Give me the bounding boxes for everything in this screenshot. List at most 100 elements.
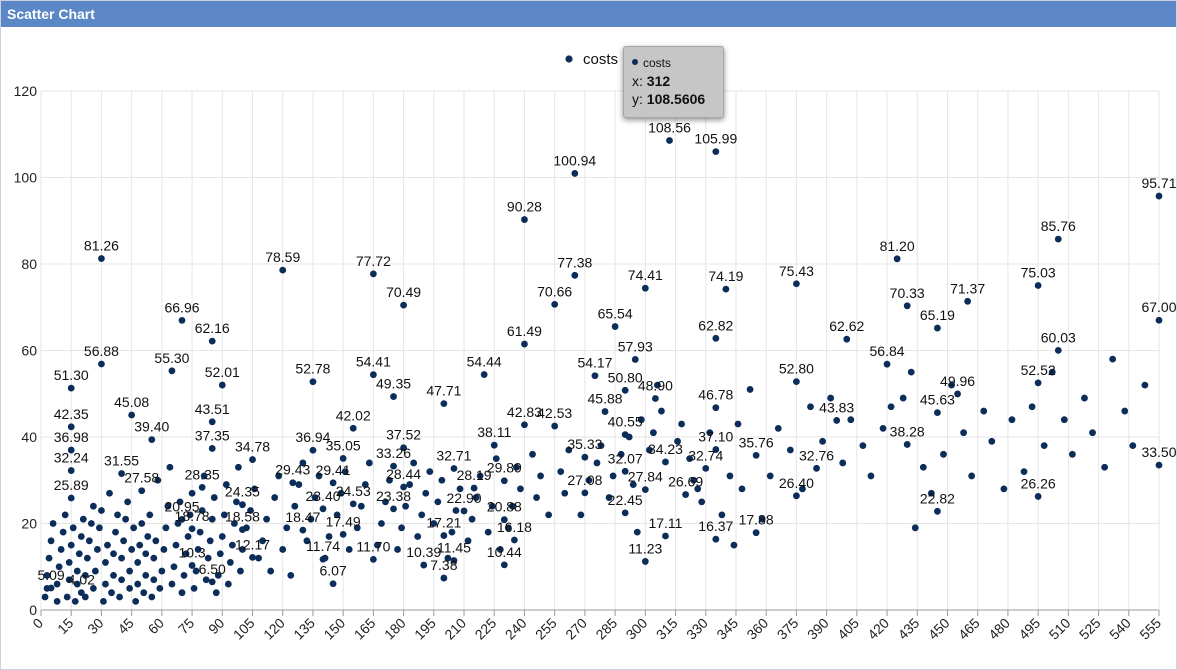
data-point[interactable] [349, 500, 357, 508]
data-point[interactable] [1068, 450, 1076, 458]
data-point[interactable] [682, 491, 690, 498]
data-point[interactable] [120, 537, 127, 545]
data-point[interactable] [712, 148, 720, 155]
data-point[interactable] [200, 472, 208, 480]
data-point[interactable] [450, 465, 458, 472]
data-point[interactable] [110, 550, 117, 558]
data-point[interactable] [402, 502, 410, 510]
data-point[interactable] [712, 535, 720, 543]
data-point[interactable] [49, 520, 57, 527]
data-point[interactable] [1000, 485, 1008, 493]
data-point[interactable] [919, 463, 927, 471]
data-point[interactable] [57, 546, 65, 553]
data-point[interactable] [73, 567, 81, 575]
data-point[interactable] [237, 567, 244, 575]
data-point[interactable] [148, 593, 156, 601]
data-point[interactable] [786, 446, 794, 454]
data-point[interactable] [299, 526, 307, 534]
data-point[interactable] [222, 481, 230, 488]
data-point[interactable] [406, 481, 414, 488]
data-point[interactable] [813, 464, 820, 472]
data-point[interactable] [299, 459, 307, 467]
data-point[interactable] [1054, 346, 1062, 354]
data-point[interactable] [295, 481, 303, 488]
data-point[interactable] [641, 558, 649, 565]
data-point[interactable] [170, 563, 178, 571]
data-point[interactable] [224, 580, 232, 588]
data-point[interactable] [239, 546, 246, 553]
data-point[interactable] [1109, 355, 1117, 363]
data-point[interactable] [394, 546, 401, 553]
unlabeled-points[interactable] [41, 355, 1149, 605]
data-point[interactable] [440, 574, 448, 582]
data-point[interactable] [102, 559, 109, 566]
data-point[interactable] [508, 502, 516, 510]
data-point[interactable] [128, 411, 136, 419]
data-point[interactable] [718, 511, 726, 519]
data-point[interactable] [1048, 368, 1056, 376]
data-point[interactable] [551, 422, 559, 430]
data-point[interactable] [1155, 316, 1163, 324]
data-point[interactable] [228, 541, 236, 549]
data-point[interactable] [444, 554, 452, 562]
data-point[interactable] [345, 546, 353, 553]
data-point[interactable] [59, 528, 67, 536]
data-point[interactable] [398, 524, 405, 532]
data-point[interactable] [75, 550, 83, 558]
data-point[interactable] [226, 559, 234, 566]
data-point[interactable] [390, 462, 397, 470]
data-point[interactable] [79, 515, 87, 523]
data-point[interactable] [611, 323, 619, 330]
data-point[interactable] [903, 302, 911, 310]
data-point[interactable] [390, 393, 397, 400]
data-point[interactable] [85, 537, 93, 545]
data-point[interactable] [934, 409, 941, 417]
data-point[interactable] [289, 479, 297, 487]
data-point[interactable] [98, 360, 105, 368]
data-point[interactable] [730, 541, 738, 549]
data-point[interactable] [774, 424, 782, 432]
data-point[interactable] [110, 572, 117, 579]
data-point[interactable] [275, 472, 283, 480]
data-point[interactable] [637, 416, 645, 424]
data-point[interactable] [114, 511, 121, 519]
data-point[interactable] [758, 515, 766, 523]
data-point[interactable] [357, 502, 365, 510]
data-point[interactable] [907, 368, 915, 376]
data-point[interactable] [98, 255, 105, 262]
data-point[interactable] [734, 420, 742, 428]
data-point[interactable] [230, 520, 238, 527]
data-point[interactable] [94, 546, 101, 553]
data-point[interactable] [140, 589, 148, 597]
data-point[interactable] [349, 424, 357, 432]
data-point[interactable] [53, 597, 61, 605]
data-point[interactable] [202, 576, 210, 584]
data-point[interactable] [605, 494, 613, 501]
data-point[interactable] [571, 170, 579, 177]
data-point[interactable] [1020, 468, 1028, 475]
data-point[interactable] [651, 395, 659, 402]
data-point[interactable] [164, 502, 172, 510]
data-point[interactable] [134, 559, 142, 566]
data-point[interactable] [186, 511, 194, 519]
data-point[interactable] [192, 567, 200, 575]
data-point[interactable] [517, 485, 524, 493]
data-point[interactable] [960, 429, 968, 437]
data-point[interactable] [887, 403, 895, 411]
data-point[interactable] [71, 597, 79, 605]
data-point[interactable] [577, 511, 585, 519]
data-point[interactable] [456, 485, 464, 493]
data-point[interactable] [77, 533, 85, 540]
data-point[interactable] [267, 567, 275, 575]
data-point[interactable] [382, 498, 389, 506]
data-point[interactable] [500, 561, 508, 569]
data-point[interactable] [194, 546, 202, 553]
data-point[interactable] [353, 524, 361, 532]
data-point[interactable] [746, 386, 754, 393]
data-point[interactable] [315, 472, 323, 480]
data-point[interactable] [1040, 442, 1048, 450]
data-point[interactable] [533, 494, 540, 501]
data-point[interactable] [162, 524, 170, 532]
data-point[interactable] [43, 572, 51, 579]
data-point[interactable] [73, 580, 81, 588]
